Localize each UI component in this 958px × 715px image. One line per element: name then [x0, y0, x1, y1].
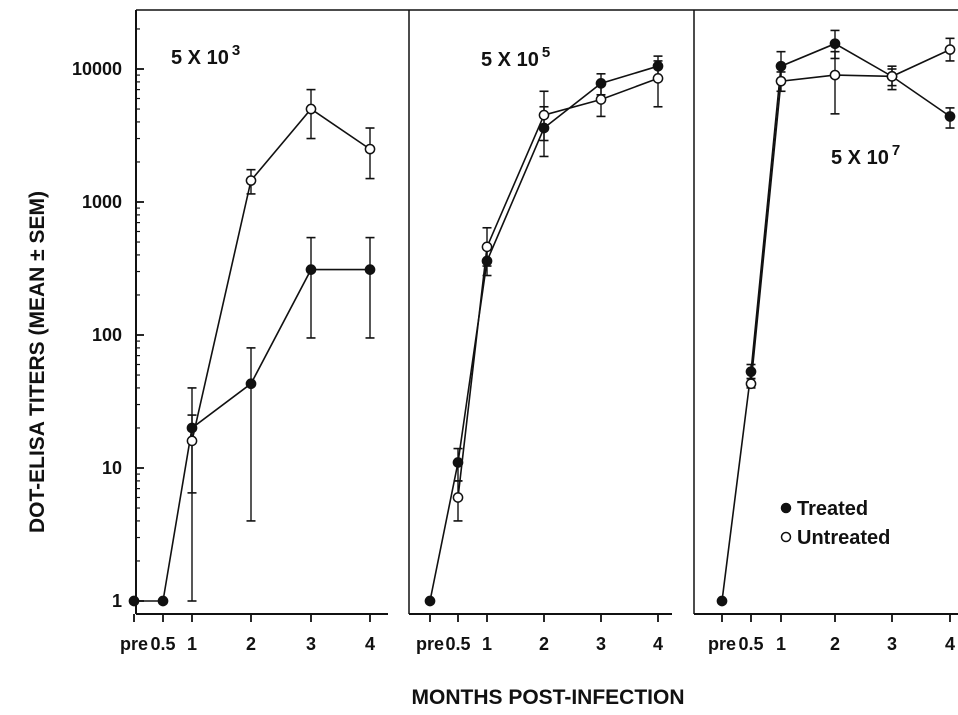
x-tick-label: pre [708, 634, 736, 654]
labels-layer: DOT-ELISA TITERS (MEAN ± SEM) MONTHS POS… [26, 42, 955, 709]
x-tick-label: 0.5 [150, 634, 175, 654]
x-axis-title: MONTHS POST-INFECTION [412, 686, 685, 709]
y-tick-label: 1 [112, 591, 122, 611]
x-tick-label: 1 [187, 634, 197, 654]
x-tick-label: 3 [596, 634, 606, 654]
untreated-point [829, 69, 841, 81]
series-line-untreated [457, 77, 659, 498]
x-tick-label: 2 [539, 634, 549, 654]
treated-point [745, 366, 757, 378]
untreated-point [452, 492, 464, 503]
panel-dose-label: 5 X 10 5 [481, 44, 550, 71]
x-tick-label: 0.5 [445, 634, 470, 654]
x-tick-label: pre [416, 634, 444, 654]
x-tick-label: 4 [365, 634, 375, 654]
untreated-point [745, 378, 757, 390]
untreated-point [538, 109, 550, 121]
legend-untreated-marker [780, 531, 792, 543]
y-axis-title: DOT-ELISA TITERS (MEAN ± SEM) [26, 191, 49, 533]
untreated-point [886, 71, 898, 82]
treated-point [364, 264, 376, 275]
x-tick-label: 3 [306, 634, 316, 654]
legend-treated-marker [780, 502, 792, 514]
x-tick-label: pre [120, 634, 148, 654]
x-tick-label: 4 [653, 634, 663, 654]
series-line-untreated [191, 107, 371, 442]
untreated-point [944, 44, 956, 55]
treated-point [775, 60, 787, 72]
series-line-untreated [750, 48, 951, 384]
legend: Treated Untreated [780, 498, 890, 549]
panel-dose-label: 5 X 10 7 [831, 142, 900, 169]
y-tick-label: 10000 [72, 59, 122, 79]
x-tick-label: 1 [482, 634, 492, 654]
legend-untreated-label: Untreated [797, 527, 890, 549]
axes-layer [133, 9, 958, 622]
series-line-treated [429, 65, 659, 602]
untreated-point [305, 103, 317, 115]
untreated-point [775, 75, 787, 87]
treated-point [829, 38, 841, 50]
series-line-treated [134, 268, 370, 602]
untreated-point [186, 435, 198, 447]
treated-point [245, 378, 257, 390]
treated-point [424, 595, 436, 607]
y-tick-label: 100 [92, 325, 122, 345]
treated-point [716, 595, 728, 607]
treated-point [128, 595, 140, 607]
marks-layer [128, 29, 956, 607]
treated-point [305, 264, 317, 275]
untreated-point [245, 175, 257, 186]
x-tick-label: 1 [776, 634, 786, 654]
x-tick-label: 3 [887, 634, 897, 654]
series-line-treated [721, 42, 951, 602]
y-tick-label: 10 [102, 458, 122, 478]
treated-point [157, 595, 169, 607]
x-tick-label: 4 [945, 634, 955, 654]
x-tick-label: 2 [830, 634, 840, 654]
y-tick-label: 1000 [82, 192, 122, 212]
untreated-point [595, 94, 607, 105]
untreated-point [364, 143, 376, 155]
treated-point [944, 111, 956, 122]
untreated-point [652, 73, 664, 84]
untreated-point [481, 241, 493, 253]
x-tick-label: 0.5 [738, 634, 763, 654]
legend-treated-label: Treated [797, 498, 868, 520]
x-tick-label: 2 [246, 634, 256, 654]
panel-dose-label: 5 X 10 3 [171, 42, 240, 69]
